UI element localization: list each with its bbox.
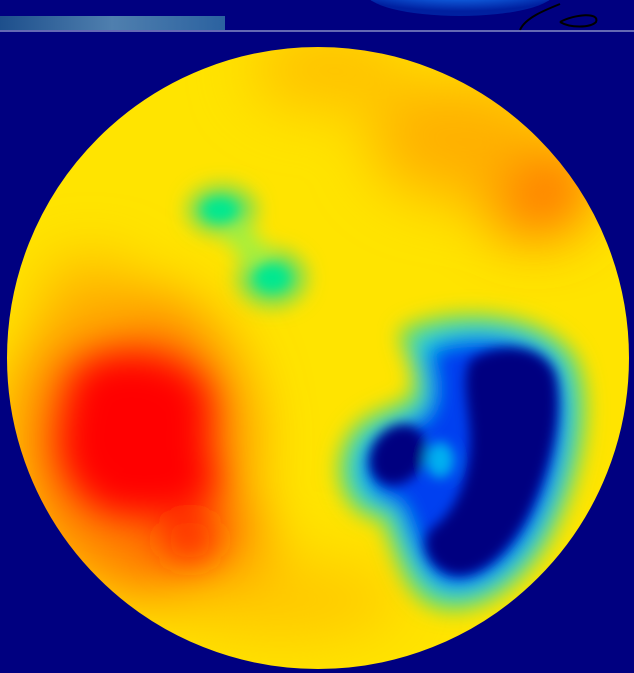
top-ellipse [370,0,550,16]
warm-regions [10,46,590,640]
top-curve [519,3,598,31]
green-cores [202,198,290,292]
hot-region [59,352,218,560]
heatmap-disk [6,46,630,670]
cold-core [369,348,558,576]
top-strip [0,16,225,30]
disk-edge [5,45,631,671]
